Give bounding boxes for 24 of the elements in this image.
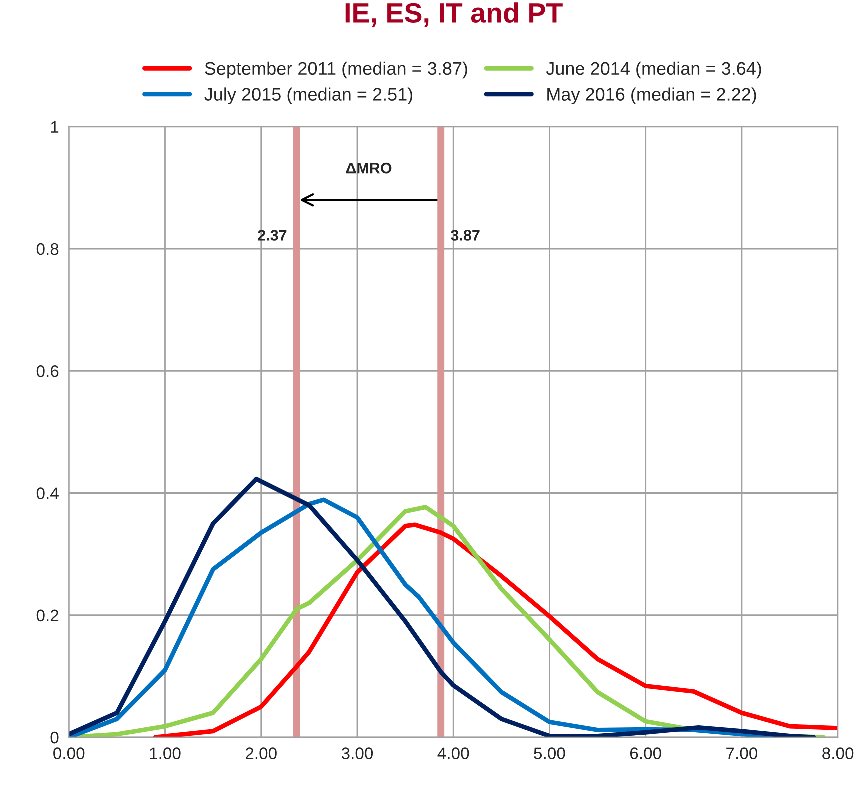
legend-label: July 2015 (median = 2.51) bbox=[204, 88, 413, 105]
y-tick-label: 0.2 bbox=[36, 610, 59, 622]
x-tick-label: 3.00 bbox=[342, 748, 374, 760]
annotation: ΔMRO bbox=[346, 162, 392, 174]
chart-title: IE, ES, IT and PT bbox=[346, 2, 563, 28]
x-tick-label: 0.00 bbox=[54, 748, 85, 760]
x-tick-label: 2.00 bbox=[246, 748, 277, 760]
y-tick-label: 0.4 bbox=[36, 488, 59, 500]
x-tick-label: 5.00 bbox=[534, 748, 566, 760]
ref-line-label: 3.87 bbox=[451, 230, 480, 241]
line-series bbox=[153, 522, 838, 738]
y-tick-label: 0.8 bbox=[36, 243, 59, 256]
y-tick-label: 0.6 bbox=[36, 366, 59, 378]
ref-line-label: 2.37 bbox=[258, 230, 287, 241]
y-tick-label: 0 bbox=[50, 732, 59, 744]
x-tick-label: 8.00 bbox=[822, 748, 854, 760]
x-tick-label: 4.00 bbox=[438, 748, 470, 760]
legend-label: June 2014 (median = 3.64) bbox=[546, 62, 762, 79]
x-tick-label: 6.00 bbox=[630, 748, 662, 760]
x-tick-label: 7.00 bbox=[726, 748, 758, 760]
x-tick-label: 1.00 bbox=[150, 748, 181, 760]
legend-label: September 2011 (median = 3.87) bbox=[205, 62, 468, 79]
legend-label: May 2016 (median = 2.22) bbox=[548, 88, 756, 105]
y-tick-label: 1 bbox=[51, 121, 59, 133]
